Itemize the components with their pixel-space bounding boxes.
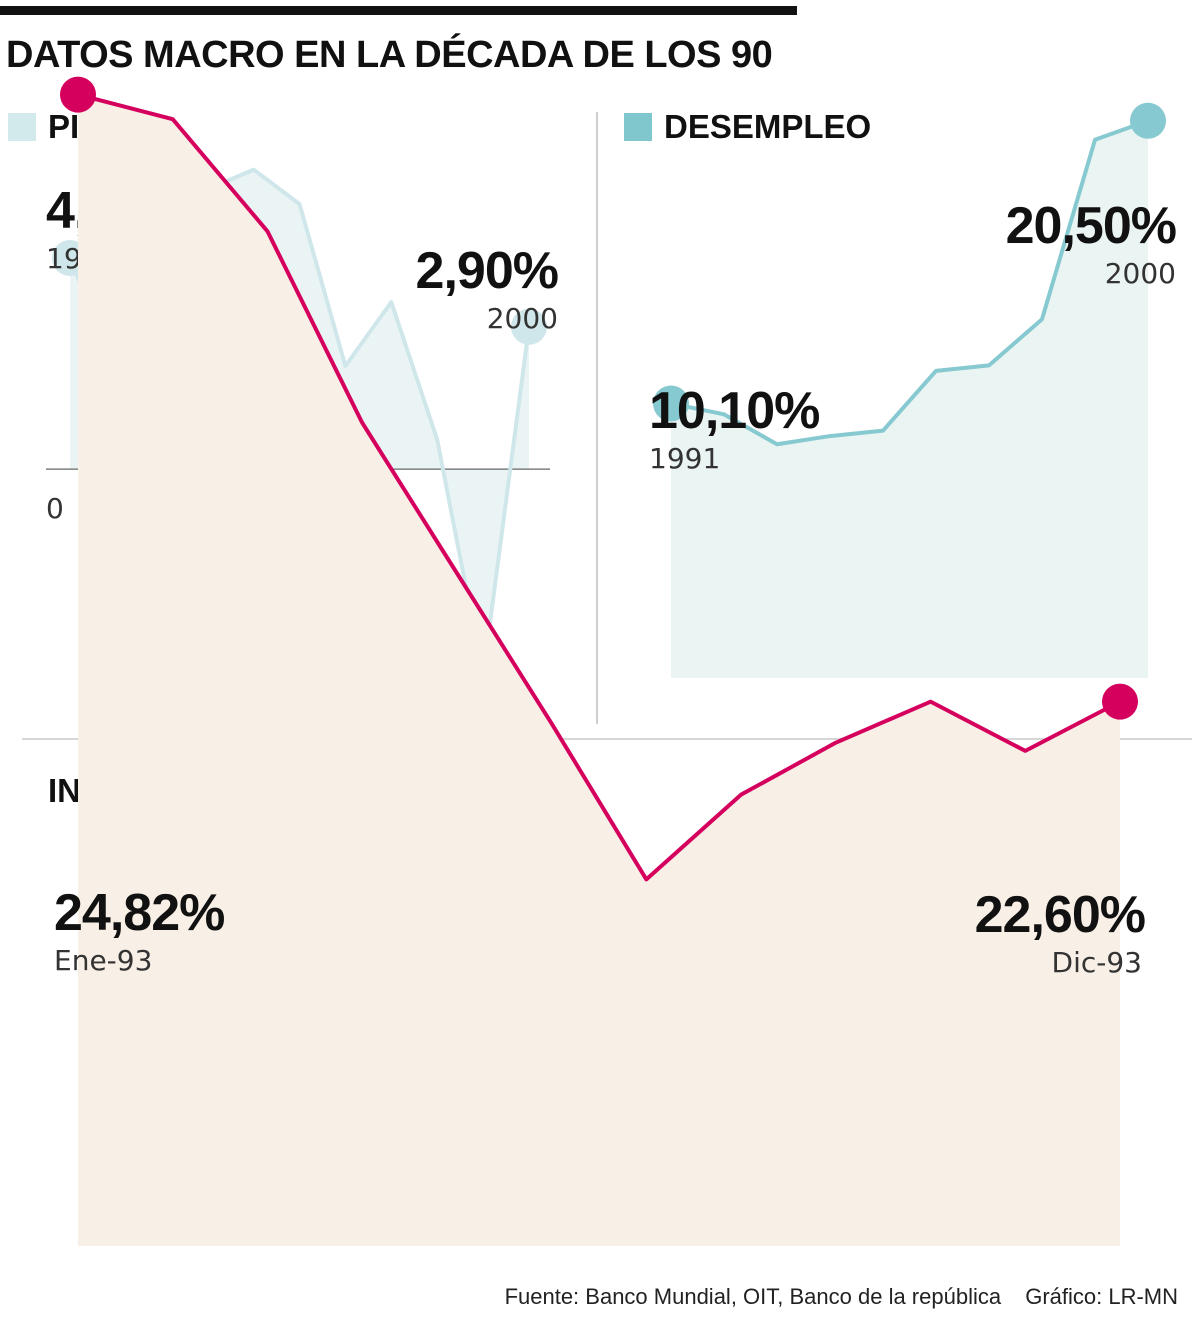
- horizontal-divider: [22, 738, 1192, 740]
- desempleo-area: [671, 120, 1148, 679]
- legend-swatch-desempleo: [624, 113, 652, 141]
- pib-baseline-label: 0: [46, 492, 64, 525]
- inflacion-start-period-label: Ene-93: [54, 944, 152, 977]
- inflacion-line: [77, 92, 1121, 882]
- inflacion-end-period-label: Dic-93: [1052, 946, 1142, 979]
- legend-desempleo: DESEMPLEO: [624, 108, 871, 146]
- source-text: Fuente: Banco Mundial, OIT, Banco de la …: [504, 1284, 1002, 1309]
- source-line: Fuente: Banco Mundial, OIT, Banco de la …: [505, 1284, 1178, 1310]
- pib-end-value-label: 2,90%: [416, 242, 558, 300]
- legend-swatch-pib: [8, 113, 36, 141]
- desempleo-end-marker: [1130, 102, 1166, 139]
- inflacion-start-value-label: 24,82%: [54, 884, 224, 942]
- desempleo-start-period-label: 1991: [649, 442, 720, 475]
- desempleo-end-value-label: 20,50%: [1006, 197, 1176, 255]
- inflacion-area: [78, 94, 1120, 1247]
- desempleo-line: [670, 118, 1149, 447]
- legend-label-desempleo: DESEMPLEO: [664, 108, 872, 145]
- top-rule: [0, 6, 797, 15]
- desempleo-end-period-label: 2000: [1105, 257, 1176, 290]
- inflacion-end-value-label: 22,60%: [975, 886, 1145, 944]
- inflacion-end-marker: [1102, 683, 1138, 720]
- desempleo-start-marker: [653, 385, 689, 422]
- desempleo-start-value-label: 10,10%: [649, 382, 819, 440]
- vertical-divider: [596, 112, 598, 724]
- page-title: DATOS MACRO EN LA DÉCADA DE LOS 90: [6, 34, 773, 76]
- inflacion-start-marker: [60, 76, 96, 113]
- pib-end-marker: [511, 308, 547, 345]
- credit-text: Gráfico: LR-MN: [1025, 1284, 1178, 1309]
- pib-end-period-label: 2000: [487, 302, 558, 335]
